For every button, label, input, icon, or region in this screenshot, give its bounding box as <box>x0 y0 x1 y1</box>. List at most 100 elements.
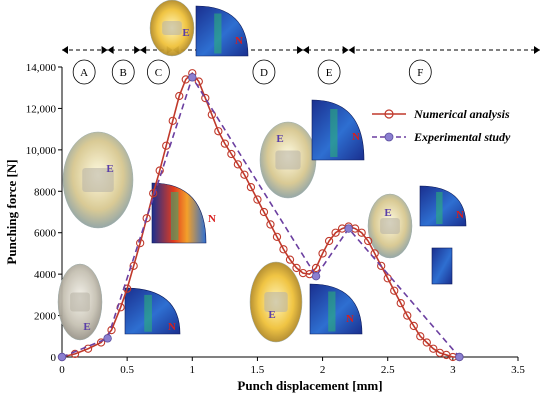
experimental-line <box>61 75 460 358</box>
numerical-point <box>396 298 405 308</box>
region-ellipse <box>408 59 432 85</box>
numerical-point <box>377 261 386 271</box>
x-tick-label: 0.5 <box>120 364 134 376</box>
experimental-point <box>344 224 353 233</box>
fe-model-2 <box>151 182 207 244</box>
numerical-point <box>233 160 243 169</box>
numerical-point <box>70 349 80 359</box>
sample-photo-1-specimen <box>70 292 90 312</box>
y-tick-label: 4000 <box>34 269 57 281</box>
y-tick-label: 8000 <box>34 186 57 198</box>
sample-photo-4-specimen <box>275 150 301 170</box>
experimental-label: E <box>182 27 189 39</box>
sample-photo-6-specimen <box>264 292 288 312</box>
experimental-label: E <box>268 309 275 321</box>
numerical-point <box>155 166 164 175</box>
numerical-point <box>429 344 438 353</box>
numerical-point <box>311 263 321 273</box>
region-label: A <box>80 67 88 79</box>
numerical-point <box>285 255 295 264</box>
fe-model-2-punch-zone <box>170 192 179 240</box>
legend-numerical-marker <box>384 109 394 119</box>
sample-photo-3-specimen <box>162 21 182 35</box>
region-label: C <box>155 67 162 79</box>
x-tick-label: 2.5 <box>381 364 395 376</box>
numerical-point <box>357 228 366 237</box>
numerical-point <box>370 249 379 258</box>
numerical-point <box>83 344 93 353</box>
sample-photo-2-specimen <box>82 168 114 192</box>
numerical-point <box>331 228 340 237</box>
sample-photo-5-specimen <box>380 218 400 234</box>
y-tick-label: 14,000 <box>26 62 57 74</box>
numerical-point <box>324 236 334 246</box>
numerical-point <box>175 91 184 101</box>
region-arrow-head <box>342 46 349 54</box>
numerical-label: N <box>208 213 216 225</box>
experimental-point <box>455 352 464 362</box>
fe-model-7 <box>309 283 363 335</box>
region-ellipse <box>72 59 96 85</box>
region-arrow-head <box>101 46 108 54</box>
y-axis-title: Punching force [N] <box>4 159 19 264</box>
region-arrow-head <box>297 46 304 54</box>
numerical-label: N <box>352 131 360 143</box>
numerical-point <box>149 189 158 198</box>
x-tick-label: 1.5 <box>251 364 265 376</box>
numerical-point <box>266 220 275 229</box>
numerical-point <box>318 249 327 258</box>
numerical-point <box>207 110 216 119</box>
numerical-point <box>403 311 412 320</box>
numerical-point <box>272 232 282 242</box>
numerical-label: N <box>456 209 464 221</box>
x-tick-label: 2 <box>320 364 326 376</box>
fe-model-1 <box>124 287 181 335</box>
experimental-label: E <box>83 321 90 333</box>
fe-model-3-punch-zone <box>214 13 222 54</box>
numerical-point <box>246 182 256 192</box>
x-tick-label: 3 <box>450 364 456 376</box>
fe-model-5 <box>419 185 467 227</box>
numerical-label: N <box>168 321 176 333</box>
numerical-point <box>214 127 223 136</box>
legend-experimental-marker <box>384 132 394 142</box>
numerical-point <box>220 139 230 148</box>
numerical-label: N <box>346 313 354 325</box>
x-tick-label: 1 <box>190 364 196 376</box>
numerical-point <box>298 268 308 278</box>
numerical-point <box>390 286 399 295</box>
x-tick-label: 3.5 <box>511 364 525 376</box>
experimental-point <box>188 73 197 82</box>
experimental-label: E <box>106 163 113 175</box>
region-arrow-head <box>303 46 310 54</box>
experimental-label: E <box>276 133 283 145</box>
numerical-point <box>409 321 418 331</box>
y-tick-label: 0 <box>51 352 57 364</box>
region-ellipse <box>147 59 170 85</box>
region-label: B <box>120 67 127 79</box>
y-tick-label: 2000 <box>34 311 57 323</box>
experimental-point <box>57 352 67 362</box>
region-label: D <box>260 67 268 79</box>
legend: Numerical analysis Experimental study <box>372 107 511 144</box>
fe-model-5-punch-zone <box>436 192 443 224</box>
numerical-point <box>168 116 177 126</box>
y-tick-label: 12,000 <box>26 103 57 115</box>
region-label: F <box>417 67 423 79</box>
fe-model-4 <box>311 99 365 161</box>
x-axis-title: Punch displacement [mm] <box>237 378 382 393</box>
y-tick-label: 10,000 <box>26 145 57 157</box>
numerical-point <box>292 263 301 273</box>
fe-model-3 <box>195 5 249 57</box>
numerical-point <box>227 149 236 159</box>
fe-model-4-punch-zone <box>330 109 338 157</box>
fe-model-6 <box>431 247 453 285</box>
x-tick-label: 0 <box>59 364 65 376</box>
region-arrow-head <box>140 46 147 54</box>
numerical-point <box>142 214 151 223</box>
numerical-point <box>364 236 373 246</box>
numerical-point <box>259 207 269 217</box>
series-1 <box>57 73 464 362</box>
